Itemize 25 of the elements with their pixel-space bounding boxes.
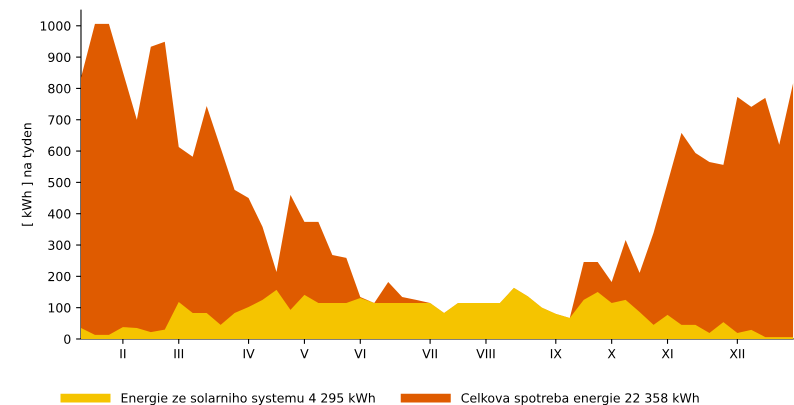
- legend-label: Celkova spotreba energie 22 358 kWh: [461, 392, 699, 405]
- y-tick-label: 100: [48, 303, 70, 313]
- y-tick-label: 200: [48, 272, 70, 282]
- y-tick-label: 900: [48, 52, 70, 62]
- x-tick-label: IV: [244, 349, 255, 358]
- x-tick-label: XI: [662, 349, 672, 358]
- x-tick-label: V: [300, 349, 309, 358]
- y-axis-title: [ kWh ] na tyden: [22, 123, 34, 226]
- y-tick-label: 600: [48, 146, 70, 156]
- x-tick-label: IX: [550, 349, 562, 358]
- y-tick-label: 1000: [40, 21, 70, 31]
- y-tick-label: 700: [48, 115, 70, 125]
- x-tick-label: III: [174, 349, 184, 358]
- x-tick-label: XII: [730, 349, 744, 358]
- y-tick-label: 800: [48, 84, 70, 94]
- x-tick-label: VII: [422, 349, 437, 358]
- y-tick-label: 0: [64, 334, 70, 344]
- legend-label: Energie ze solarniho systemu 4 295 kWh: [122, 392, 375, 405]
- x-tick-label: X: [608, 349, 616, 358]
- y-tick-label: 500: [48, 178, 70, 188]
- y-tick-label: 400: [48, 209, 70, 219]
- y-tick-label: 300: [48, 240, 70, 250]
- x-tick-label: II: [120, 349, 126, 358]
- x-tick-label: VI: [354, 349, 366, 358]
- x-tick-label: VIII: [476, 349, 495, 358]
